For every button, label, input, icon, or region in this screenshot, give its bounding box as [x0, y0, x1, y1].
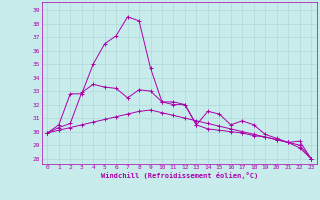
X-axis label: Windchill (Refroidissement éolien,°C): Windchill (Refroidissement éolien,°C)	[100, 172, 258, 179]
